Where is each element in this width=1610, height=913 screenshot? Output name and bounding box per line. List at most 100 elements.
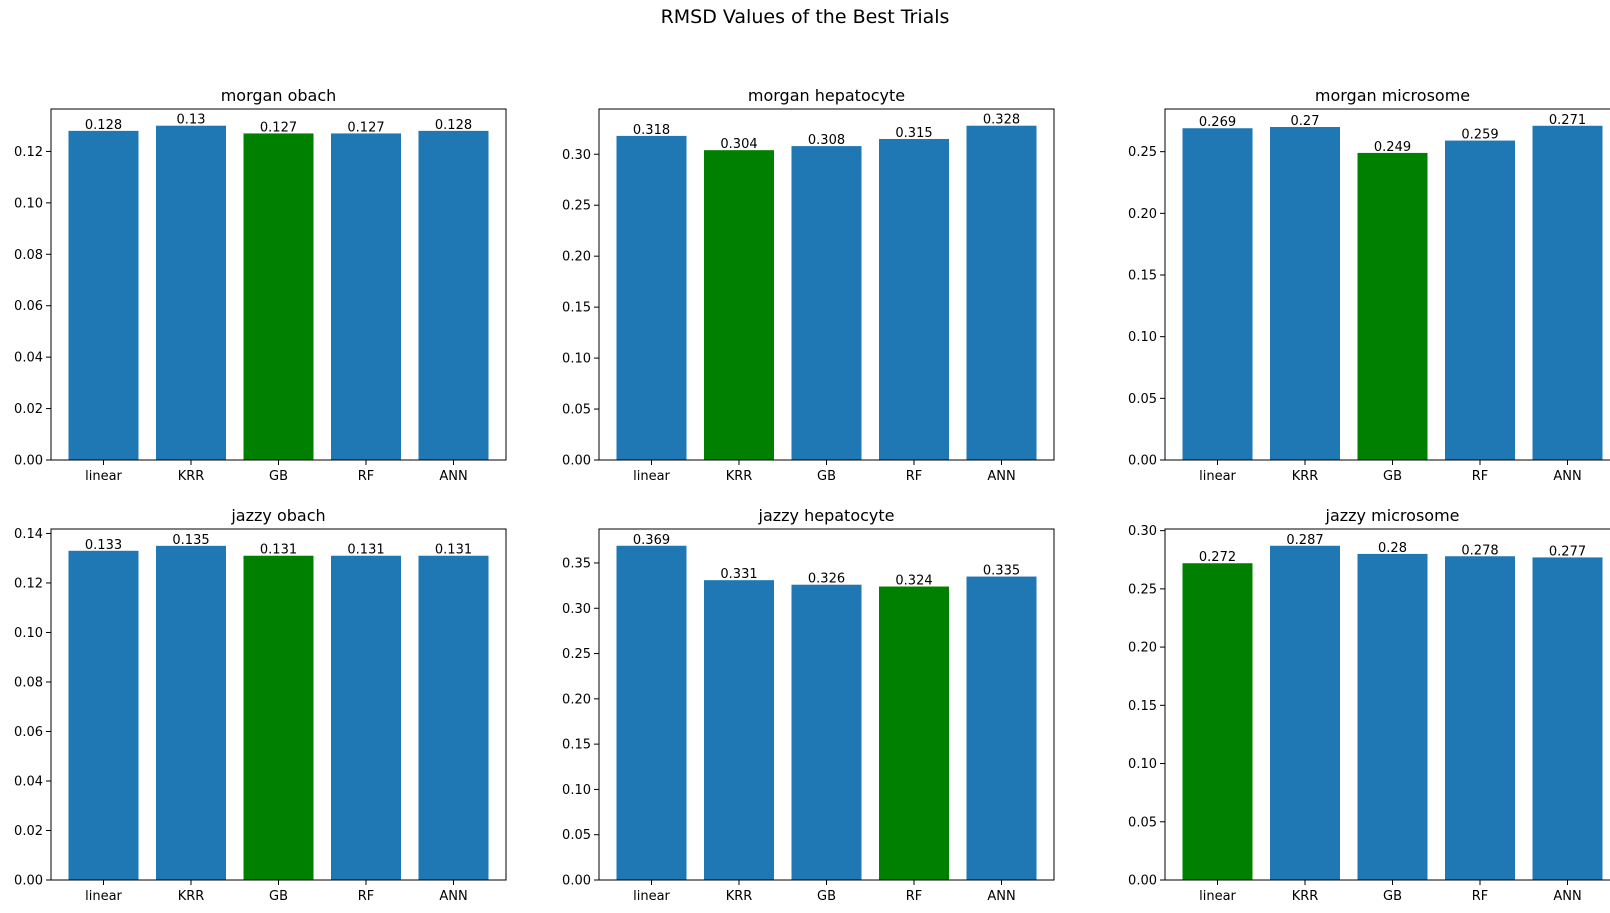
x-tick-label: ANN [987, 889, 1015, 904]
bar [791, 146, 862, 460]
bar [1532, 557, 1603, 880]
axes-frame [1164, 108, 1610, 461]
y-tick-label: 0.00 [1128, 454, 1157, 469]
bar-value-label: 0.287 [1286, 533, 1323, 548]
bar [1445, 140, 1515, 460]
x-tick-label: KRR [1292, 889, 1319, 904]
chart-panel: 0.369 linear 0.331 KRR 0.326 GB 0.324 RF 0.335 AN… [562, 506, 1055, 904]
y-tick-label: 0.15 [562, 738, 591, 753]
y-tick-label: 0.30 [562, 602, 591, 617]
y-tick-label: 0.15 [1128, 269, 1157, 284]
x-tick-label: RF [1472, 469, 1489, 484]
x-tick-label: RF [358, 889, 375, 904]
x-tick-label: linear [85, 889, 122, 904]
y-tick-label: 0.15 [1128, 699, 1157, 714]
y-tick-label: 0.05 [1128, 815, 1157, 830]
y-tick-label: 0.12 [14, 576, 43, 591]
x-tick-label: RF [1472, 889, 1489, 904]
y-tick-label: 0.08 [14, 675, 43, 690]
y-tick-label: 0.06 [14, 299, 43, 314]
y-tick-label: 0.04 [14, 351, 43, 366]
bar-value-label: 0.308 [808, 133, 845, 148]
y-tick-label: 0.25 [1128, 145, 1157, 160]
axes-frame [1164, 528, 1610, 881]
y-tick-label: 0.10 [14, 196, 43, 211]
bar-value-label: 0.133 [85, 538, 122, 553]
y-tick-label: 0.05 [1128, 392, 1157, 407]
best-bar [243, 555, 314, 880]
chart-panel: 0.128 linear 0.13 KRR 0.127 GB 0.127 RF 0.128 ANN… [14, 86, 507, 484]
y-tick-label: 0.20 [562, 250, 591, 265]
bar [331, 133, 401, 460]
best-bar [879, 586, 949, 880]
y-tick-label: 0.10 [1128, 757, 1157, 772]
bar-value-label: 0.27 [1291, 114, 1320, 129]
bar [966, 576, 1037, 880]
y-tick-label: 0.00 [14, 874, 43, 889]
best-bar [1182, 563, 1253, 880]
x-tick-label: KRR [1292, 469, 1319, 484]
bar [616, 545, 687, 880]
bar [1532, 125, 1603, 461]
chart-panel: 0.318 linear 0.304 KRR 0.308 GB 0.315 RF 0.328 AN… [562, 86, 1055, 484]
axes-frame [50, 108, 507, 461]
x-tick-label: ANN [1553, 469, 1581, 484]
bar [68, 550, 139, 880]
bar-value-label: 0.278 [1461, 543, 1498, 558]
y-tick-label: 0.15 [562, 301, 591, 316]
bar-value-label: 0.127 [347, 120, 384, 135]
bar-value-label: 0.131 [260, 543, 297, 558]
bar [1270, 545, 1340, 880]
chart-panel: 0.272 linear 0.287 KRR 0.28 GB 0.278 RF 0.277 ANN… [1128, 506, 1610, 904]
bar [1445, 556, 1515, 880]
y-tick-label: 0.10 [14, 626, 43, 641]
bar-value-label: 0.304 [720, 137, 757, 152]
bar-value-label: 0.326 [808, 572, 845, 587]
axes-frame [598, 528, 1055, 881]
y-tick-label: 0.05 [562, 403, 591, 418]
x-tick-label: RF [358, 469, 375, 484]
y-tick-label: 0.14 [14, 527, 43, 542]
bar-value-label: 0.259 [1461, 128, 1498, 143]
x-tick-label: ANN [439, 889, 467, 904]
bar-value-label: 0.127 [260, 120, 297, 135]
bar [68, 130, 139, 460]
bar [331, 555, 401, 880]
y-tick-label: 0.20 [1128, 641, 1157, 656]
x-tick-label: KRR [726, 469, 753, 484]
bar [156, 125, 226, 460]
bar-value-label: 0.128 [85, 118, 122, 133]
y-tick-label: 0.30 [562, 148, 591, 163]
y-tick-label: 0.08 [14, 248, 43, 263]
bar-value-label: 0.369 [633, 533, 670, 548]
y-tick-label: 0.00 [562, 454, 591, 469]
panel-title: jazzy microsome [1325, 506, 1460, 525]
y-tick-label: 0.20 [1128, 207, 1157, 222]
bar-value-label: 0.135 [172, 533, 209, 548]
y-tick-label: 0.20 [562, 692, 591, 707]
x-tick-label: GB [269, 469, 288, 484]
bar [704, 580, 774, 880]
bar-value-label: 0.131 [347, 543, 384, 558]
bar-value-label: 0.315 [895, 126, 932, 141]
x-tick-label: GB [1383, 469, 1402, 484]
panel-title: morgan hepatocyte [748, 86, 905, 105]
panel-title: morgan obach [221, 86, 337, 105]
bar-value-label: 0.277 [1549, 544, 1586, 559]
y-tick-label: 0.00 [14, 454, 43, 469]
y-tick-label: 0.05 [562, 828, 591, 843]
best-bar [1357, 152, 1428, 461]
y-tick-label: 0.00 [1128, 874, 1157, 889]
x-tick-label: linear [633, 889, 670, 904]
panel-title: jazzy hepatocyte [758, 506, 895, 525]
bar-value-label: 0.269 [1199, 115, 1236, 130]
bar-value-label: 0.249 [1374, 140, 1411, 155]
figure-title: RMSD Values of the Best Trials [660, 6, 950, 28]
x-tick-label: GB [269, 889, 288, 904]
chart-panel: 0.269 linear 0.27 KRR 0.249 GB 0.259 RF 0.271 ANN… [1128, 86, 1610, 484]
bar [879, 138, 949, 460]
x-tick-label: GB [817, 889, 836, 904]
bar [418, 555, 489, 880]
y-tick-label: 0.10 [562, 783, 591, 798]
y-tick-label: 0.02 [14, 824, 43, 839]
